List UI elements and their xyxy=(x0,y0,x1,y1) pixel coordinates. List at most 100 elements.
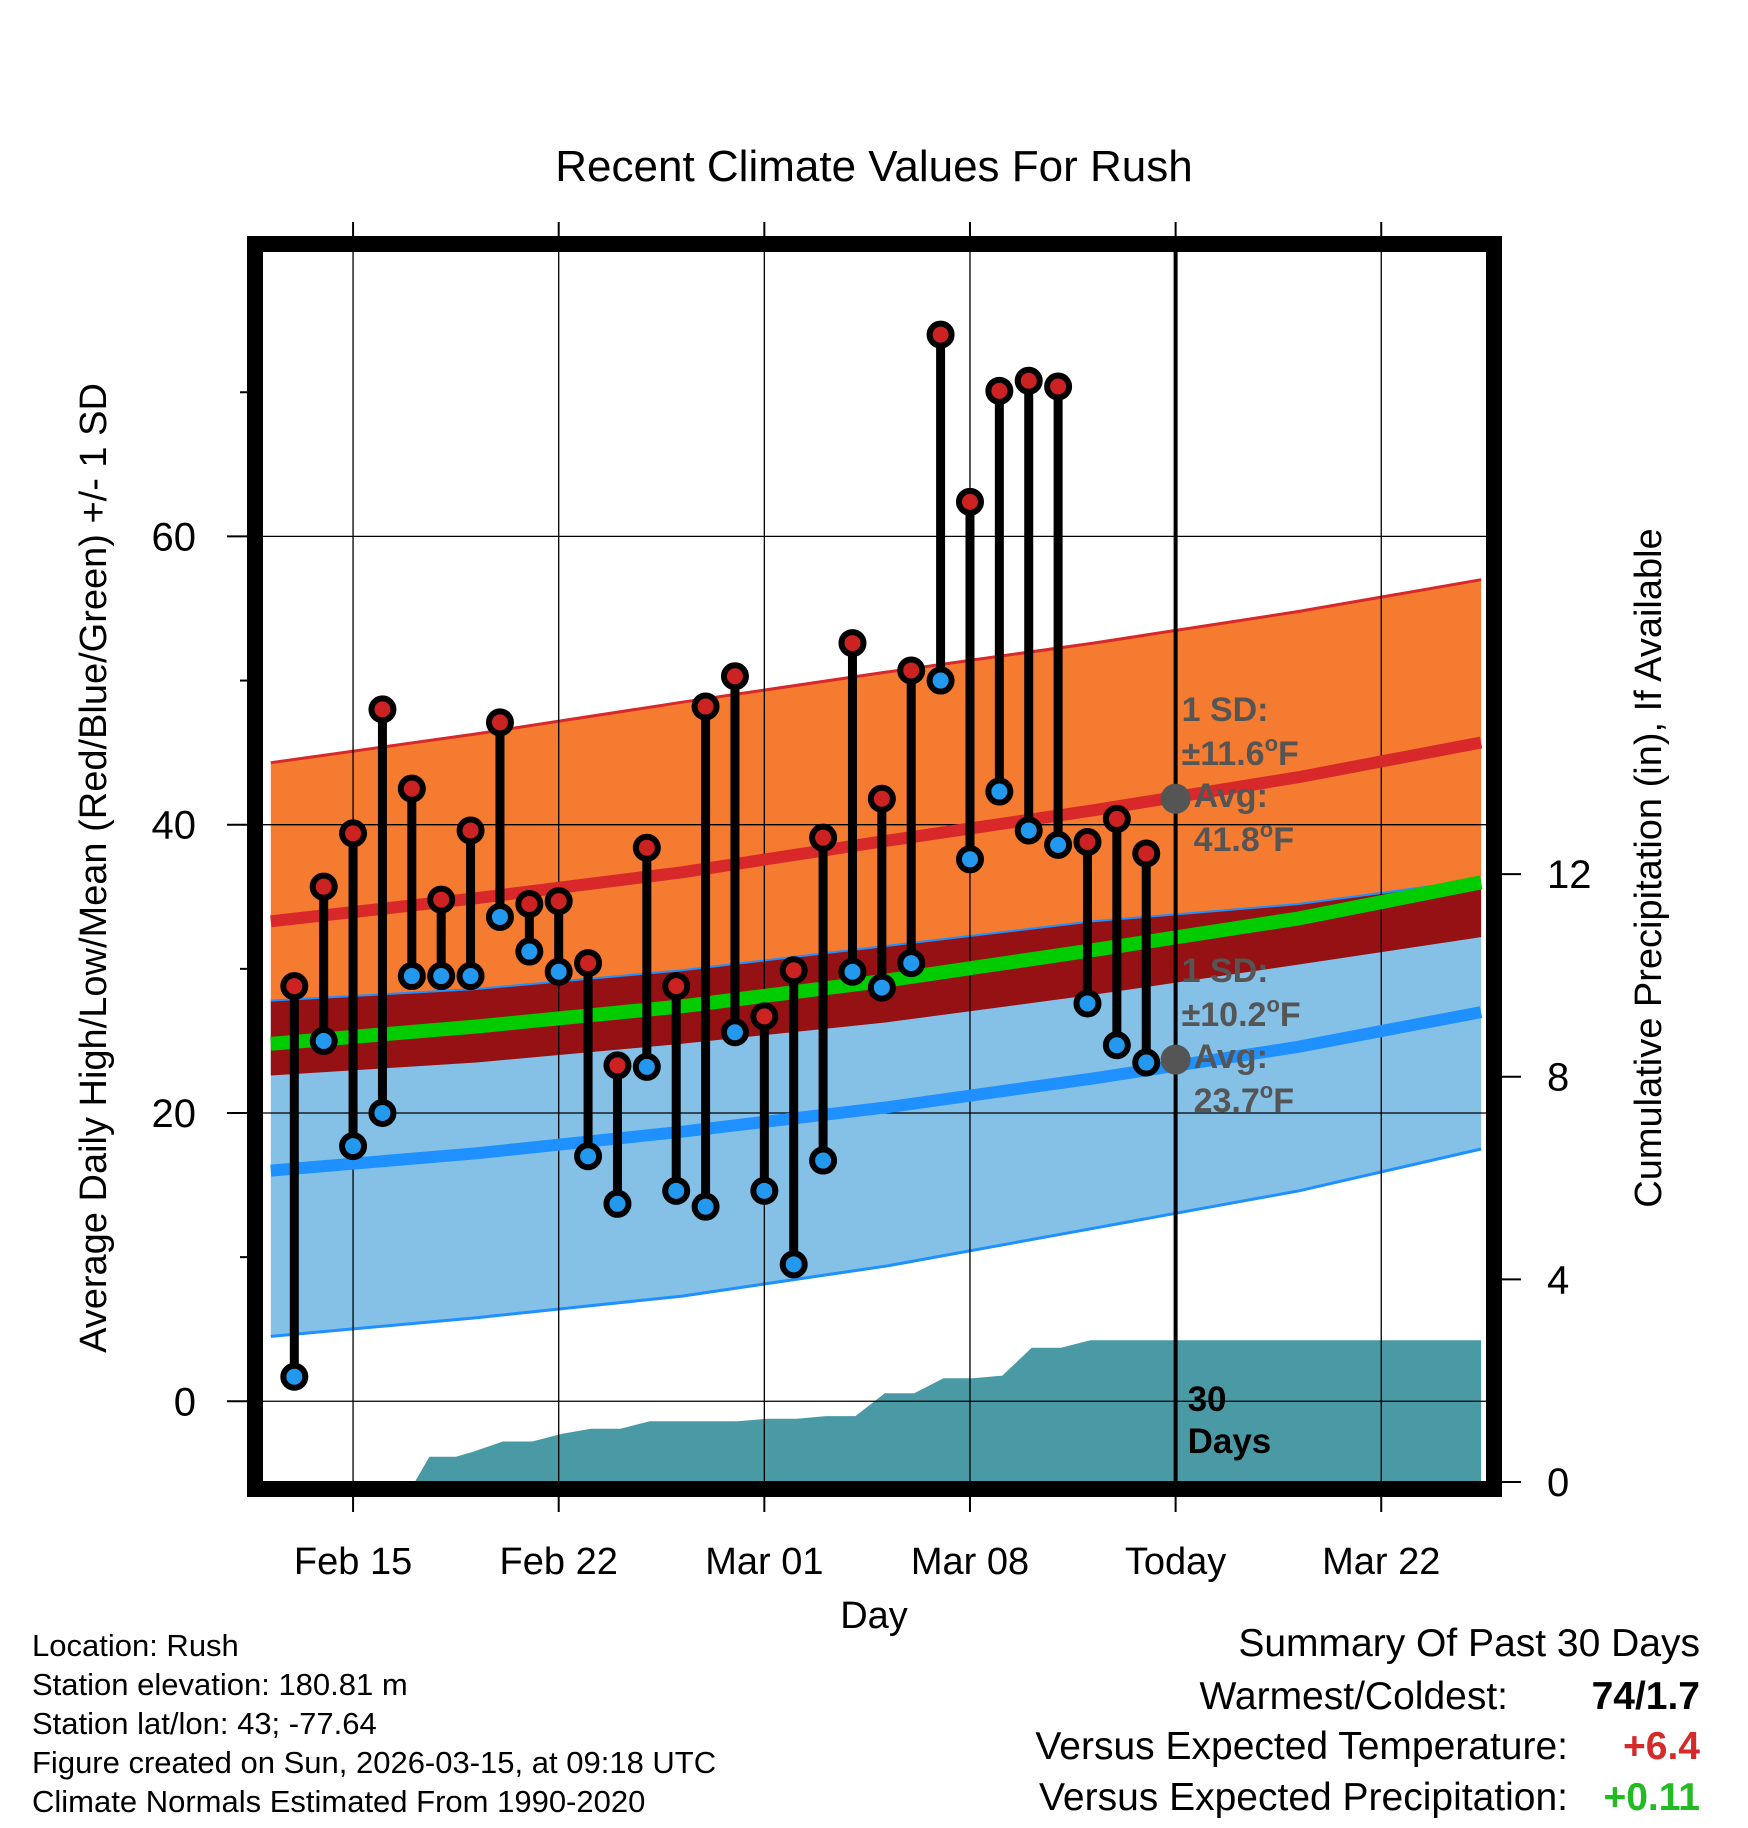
x-tick-label-0: Feb 15 xyxy=(294,1541,412,1583)
high-point-27 xyxy=(1073,827,1102,856)
high-point-15 xyxy=(720,662,749,691)
low-point-29 xyxy=(1132,1048,1161,1077)
high-point-29 xyxy=(1132,839,1161,868)
low-point-7 xyxy=(485,902,514,931)
low-avg-number: 23.7 xyxy=(1194,1082,1260,1120)
summary-temp-value: +6.4 xyxy=(1623,1725,1700,1768)
summary-precip-label: Versus Expected Precipitation: xyxy=(1039,1776,1568,1819)
high-point-23 xyxy=(955,487,984,516)
low-point-3 xyxy=(368,1098,397,1127)
high-point-26 xyxy=(1044,372,1073,401)
y2-tick-label-0: 0 xyxy=(1547,1461,1569,1505)
low-point-10 xyxy=(574,1142,603,1171)
low-sd-value: ±10.2oF xyxy=(1182,992,1301,1034)
y-tick-label-1: 20 xyxy=(152,1092,197,1136)
high-point-28 xyxy=(1102,804,1131,833)
x-tick-label-3: Mar 08 xyxy=(911,1541,1029,1583)
high-point-0 xyxy=(280,972,309,1001)
high-avg-dot xyxy=(1160,783,1191,814)
low-sd-unit: F xyxy=(1280,996,1301,1034)
summary-heading: Summary Of Past 30 Days xyxy=(1238,1622,1700,1665)
low-point-8 xyxy=(515,937,544,966)
low-point-25 xyxy=(1014,816,1043,845)
today-marker-group: 30 Days xyxy=(1173,251,1272,1482)
low-point-12 xyxy=(632,1052,661,1081)
high-sd-label: 1 SD: xyxy=(1182,691,1269,729)
daily-stems xyxy=(289,334,1151,1377)
high-point-19 xyxy=(838,629,867,658)
footer-elevation: Station elevation: 180.81 m xyxy=(32,1667,408,1702)
high-avg-deg: o xyxy=(1260,817,1273,842)
high-point-16 xyxy=(750,1002,779,1031)
x-tick-label-4: Today xyxy=(1125,1541,1226,1583)
high-avg-number: 41.8 xyxy=(1194,821,1260,859)
low-point-20 xyxy=(867,973,896,1002)
low-point-22 xyxy=(926,666,955,695)
high-sd-number: ±11.6 xyxy=(1182,735,1265,773)
high-point-5 xyxy=(427,885,456,914)
low-point-18 xyxy=(809,1146,838,1175)
plot-border xyxy=(247,236,1502,1497)
low-point-19 xyxy=(838,957,867,986)
low-lower-edge xyxy=(270,1147,1482,1338)
high-point-12 xyxy=(632,833,661,862)
high-point-17 xyxy=(779,956,808,985)
y-tick-label-0: 0 xyxy=(174,1380,196,1424)
high-upper-edge xyxy=(270,578,1482,765)
plot-frame xyxy=(247,236,1502,1497)
high-point-4 xyxy=(397,774,426,803)
low-point-15 xyxy=(720,1018,749,1047)
low-avg-label: Avg: xyxy=(1194,1038,1268,1076)
high-point-9 xyxy=(544,887,573,916)
low-upper-edge xyxy=(270,878,1482,1002)
low-point-13 xyxy=(662,1176,691,1205)
low-point-2 xyxy=(339,1132,368,1161)
low-point-24 xyxy=(985,777,1014,806)
high-avg-label: Avg: xyxy=(1194,777,1268,815)
low-sd-deg: o xyxy=(1266,992,1279,1017)
high-sd-deg: o xyxy=(1265,731,1278,756)
low-point-28 xyxy=(1102,1031,1131,1060)
high-point-25 xyxy=(1014,366,1043,395)
x-axis-label: Day xyxy=(840,1595,908,1637)
summary-warm-cold-value: 74/1.7 xyxy=(1591,1675,1700,1718)
low-point-11 xyxy=(603,1189,632,1218)
low-point-27 xyxy=(1073,989,1102,1018)
low-point-6 xyxy=(456,962,485,991)
daily-points xyxy=(280,320,1161,1391)
low-sd-number: ±10.2 xyxy=(1182,996,1267,1034)
low-point-16 xyxy=(750,1176,779,1205)
low-point-26 xyxy=(1044,830,1073,859)
x-tick-label-2: Mar 01 xyxy=(705,1541,823,1583)
y2-axis-label: Cumulative Precipitation (in), If Availa… xyxy=(1628,528,1670,1207)
y-axis-label: Average Daily High/Low/Mean (Red/Blue/Gr… xyxy=(73,383,115,1353)
low-avg-deg: o xyxy=(1260,1078,1273,1103)
high-point-8 xyxy=(515,889,544,918)
normal-bands xyxy=(270,578,1482,1338)
low-point-4 xyxy=(397,962,426,991)
high-point-6 xyxy=(456,816,485,845)
precipitation-area xyxy=(279,1340,1482,1482)
high-point-24 xyxy=(985,376,1014,405)
y2-tick-label-1: 4 xyxy=(1547,1258,1569,1302)
summary-warm-cold-label: Warmest/Coldest: xyxy=(1199,1675,1508,1718)
footer-latlon: Station lat/lon: 43; -77.64 xyxy=(32,1706,377,1741)
high-sd-value: ±11.6oF xyxy=(1182,731,1299,773)
high-point-1 xyxy=(309,872,338,901)
high-point-21 xyxy=(897,656,926,685)
high-avg-line xyxy=(270,736,1483,928)
low-avg-dot xyxy=(1160,1044,1191,1075)
high-point-18 xyxy=(809,823,838,852)
low-sd-label: 1 SD: xyxy=(1182,952,1269,990)
high-point-3 xyxy=(368,695,397,724)
days-label-line-1: Days xyxy=(1188,1422,1272,1461)
x-tick-label-1: Feb 22 xyxy=(500,1541,618,1583)
x-tick-label-5: Mar 22 xyxy=(1322,1541,1440,1583)
high-point-10 xyxy=(574,949,603,978)
axes: 0 20 40 60 0 4 8 12 Feb 15 Feb 22 Mar 01 Mar 08 Toda… xyxy=(152,222,1592,1583)
low-point-0 xyxy=(280,1362,309,1391)
high-avg-value: 41.8oF xyxy=(1194,817,1294,859)
low-avg-line xyxy=(270,1006,1483,1177)
